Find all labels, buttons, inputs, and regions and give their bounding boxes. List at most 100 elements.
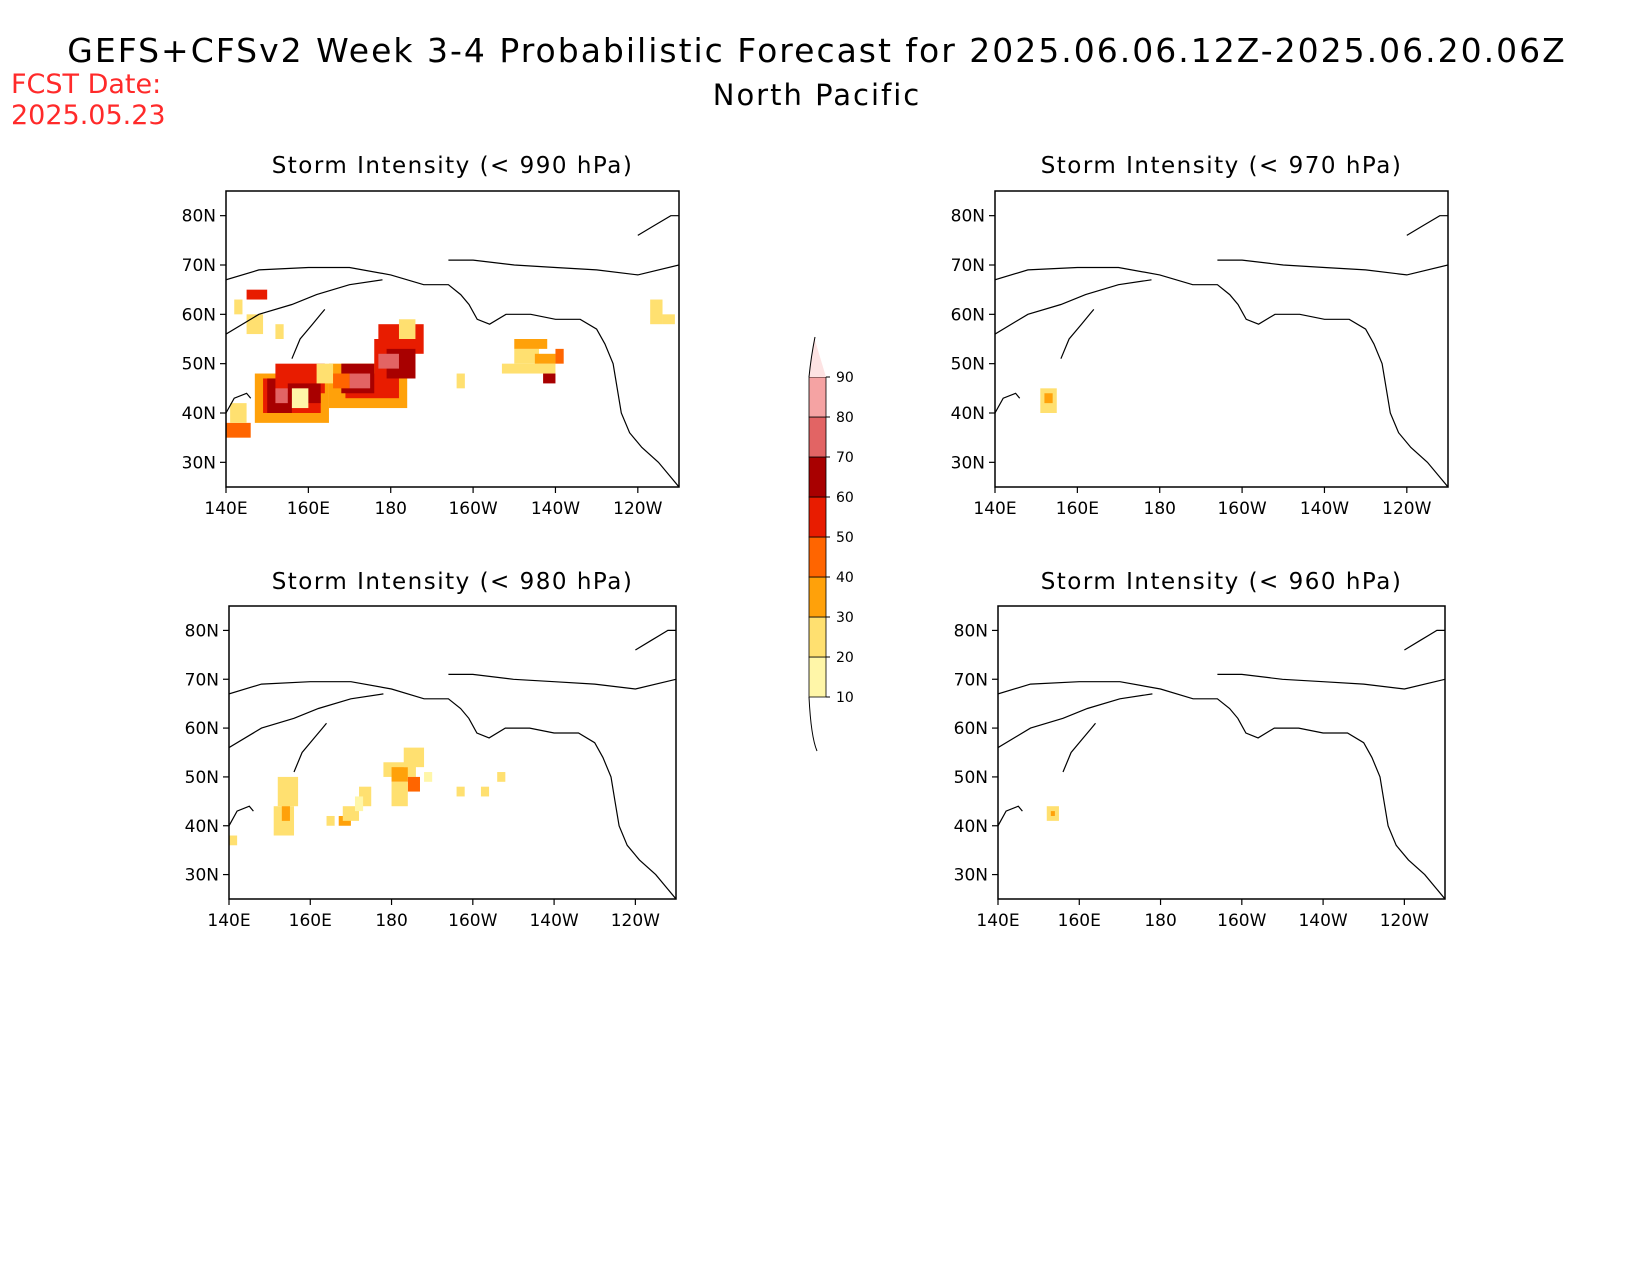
coastline bbox=[1062, 722, 1096, 773]
lat-tick-label: 60N bbox=[951, 305, 985, 325]
lat-tick-label: 70N bbox=[954, 670, 988, 690]
probability-cell bbox=[403, 747, 425, 768]
lon-tick-label: 160E bbox=[1058, 911, 1101, 931]
map-frame bbox=[225, 190, 680, 488]
coastline bbox=[637, 215, 679, 236]
legend-swatch bbox=[808, 616, 827, 658]
lat-tick-label: 40N bbox=[182, 404, 216, 424]
probability-cell bbox=[1050, 811, 1055, 816]
probability-cell bbox=[501, 363, 556, 374]
probability-cell bbox=[291, 388, 309, 409]
lon-tick-label: 140W bbox=[529, 911, 578, 931]
lon-tick-label: 140W bbox=[1300, 499, 1349, 519]
lon-tick-label: 140E bbox=[973, 499, 1016, 519]
probability-cell bbox=[534, 353, 556, 364]
probability-cell bbox=[354, 796, 364, 812]
lat-tick-label: 80N bbox=[182, 207, 216, 227]
coastline bbox=[448, 259, 679, 276]
coastline bbox=[226, 266, 679, 487]
coastline bbox=[226, 279, 383, 335]
legend-swatch bbox=[808, 376, 827, 418]
map-panels: Storm Intensity (< 990 hPa) 140E 160E 180 16… bbox=[182, 153, 1449, 931]
map-panel-p960: Storm Intensity (< 960 hPa) 140E 160E 180 16… bbox=[954, 569, 1446, 931]
probability-cell bbox=[662, 314, 675, 325]
legend-label: 30 bbox=[836, 610, 854, 626]
lon-tick-label: 140E bbox=[207, 911, 250, 931]
lon-tick-label: 140W bbox=[531, 499, 580, 519]
probability-cell bbox=[378, 353, 399, 369]
coastline bbox=[635, 629, 676, 651]
lon-tick-label: 160W bbox=[1217, 911, 1266, 931]
probability-cell bbox=[246, 289, 268, 300]
coastline bbox=[995, 266, 1448, 487]
probability-cell bbox=[349, 373, 371, 389]
probability-cell bbox=[456, 373, 465, 389]
lat-tick-label: 50N bbox=[954, 768, 988, 788]
legend-label: 60 bbox=[836, 490, 854, 506]
probability-cell bbox=[226, 422, 251, 438]
coastline bbox=[995, 392, 1021, 414]
coastline bbox=[448, 673, 676, 690]
map-area bbox=[229, 629, 676, 899]
probability-cell bbox=[281, 806, 290, 821]
lon-tick-label: 120W bbox=[1380, 911, 1429, 931]
lat-tick-label: 30N bbox=[954, 866, 988, 886]
coastline bbox=[229, 681, 676, 899]
panel-title: Storm Intensity (< 970 hPa) bbox=[1041, 153, 1403, 179]
lat-tick-label: 40N bbox=[185, 817, 219, 837]
coastline bbox=[229, 805, 254, 827]
lat-tick-label: 60N bbox=[185, 719, 219, 739]
probability-cell bbox=[456, 786, 465, 797]
lon-tick-label: 120W bbox=[1382, 499, 1431, 519]
coastline bbox=[1217, 673, 1445, 690]
fcst-date-value: 2025.05.23 bbox=[11, 100, 166, 131]
legend-label: 90 bbox=[836, 370, 854, 386]
probability-cell bbox=[391, 767, 408, 782]
legend-swatch bbox=[808, 576, 827, 618]
lat-tick-label: 70N bbox=[182, 256, 216, 276]
probability-cell bbox=[391, 781, 408, 807]
legend-swatch bbox=[808, 456, 827, 498]
legend-label: 20 bbox=[836, 650, 854, 666]
lat-tick-label: 50N bbox=[951, 355, 985, 375]
page-title: GEFS+CFSv2 Week 3-4 Probabilistic Foreca… bbox=[67, 31, 1566, 70]
lon-tick-label: 160E bbox=[289, 911, 332, 931]
lon-tick-label: 180 bbox=[375, 911, 407, 931]
legend-swatch bbox=[808, 656, 827, 698]
panel-title: Storm Intensity (< 980 hPa) bbox=[272, 569, 634, 595]
lat-tick-label: 40N bbox=[954, 817, 988, 837]
coastline bbox=[1406, 215, 1448, 236]
probability-cell bbox=[555, 348, 564, 364]
probability-cell bbox=[480, 786, 490, 797]
fcst-date-label: FCST Date: bbox=[11, 69, 161, 100]
lat-tick-label: 80N bbox=[185, 621, 219, 641]
lon-tick-label: 180 bbox=[1144, 911, 1176, 931]
probability-cell bbox=[316, 363, 334, 384]
legend-swatch bbox=[808, 496, 827, 538]
lat-tick-label: 50N bbox=[182, 355, 216, 375]
page-subtitle: North Pacific bbox=[713, 78, 922, 112]
legend-swatch bbox=[808, 416, 827, 458]
lon-tick-label: 160W bbox=[1217, 499, 1266, 519]
lon-tick-label: 120W bbox=[611, 911, 660, 931]
probability-cell bbox=[326, 815, 335, 826]
lon-tick-label: 140W bbox=[1298, 911, 1347, 931]
probability-cell bbox=[543, 373, 556, 384]
map-panel-p980: Storm Intensity (< 980 hPa) 140E 160E 180 16… bbox=[185, 569, 677, 931]
coastline bbox=[1404, 629, 1445, 651]
probability-cell bbox=[514, 348, 539, 364]
coastline bbox=[1217, 259, 1448, 276]
coastline bbox=[1060, 309, 1095, 359]
legend-label: 40 bbox=[836, 570, 854, 586]
probability-cell bbox=[514, 339, 548, 349]
coastline bbox=[291, 309, 326, 359]
probability-cell bbox=[275, 388, 288, 404]
lat-tick-label: 40N bbox=[951, 404, 985, 424]
lon-tick-label: 160W bbox=[448, 911, 497, 931]
coastline bbox=[229, 693, 384, 749]
map-area bbox=[998, 629, 1445, 899]
coastline bbox=[998, 805, 1023, 827]
probability-cell bbox=[333, 373, 350, 389]
legend-label: 80 bbox=[836, 410, 854, 426]
coastline bbox=[995, 279, 1152, 335]
